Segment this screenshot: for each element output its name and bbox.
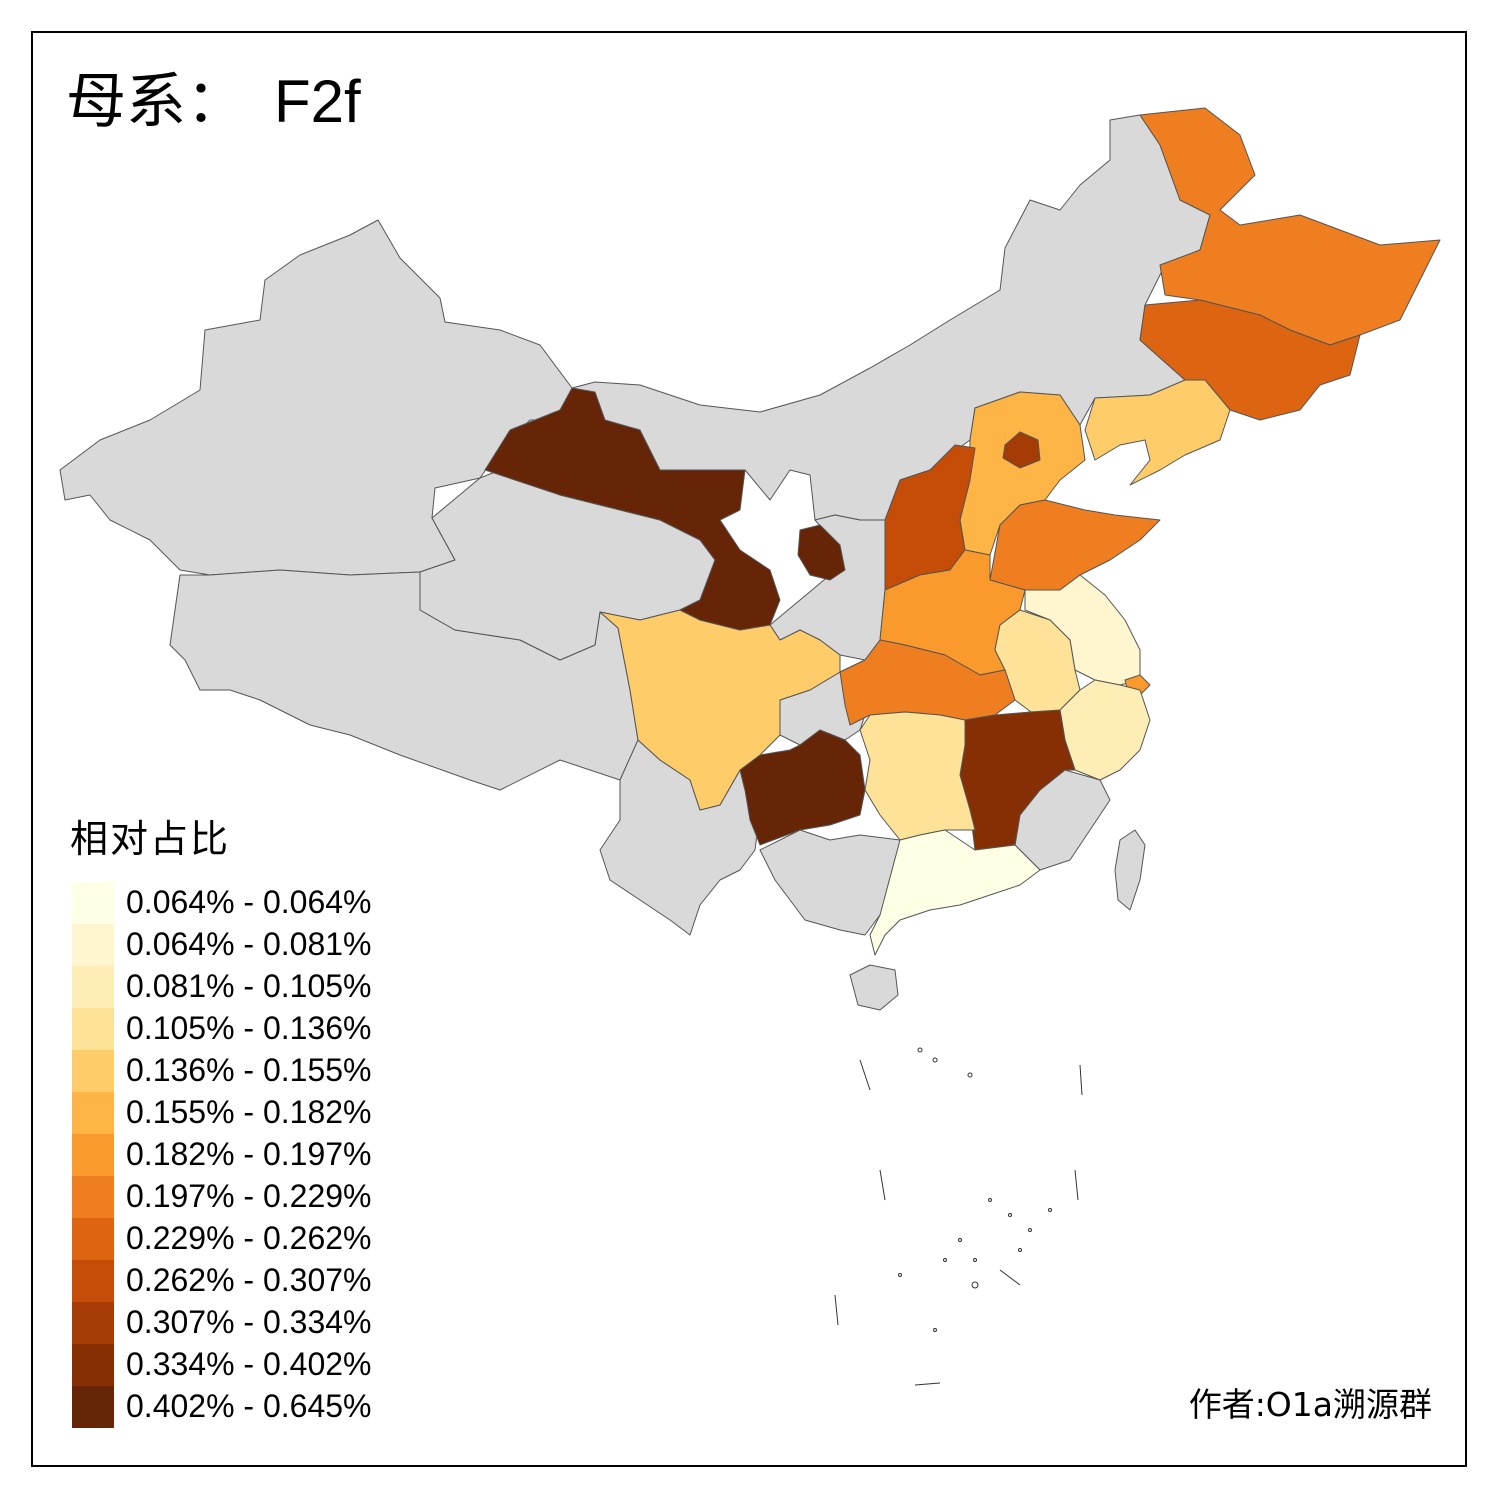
legend-swatch (72, 882, 114, 924)
map-frame (31, 31, 1467, 1467)
region-taiwan (1114, 829, 1146, 911)
legend-label: 0.402% - 0.645% (126, 1388, 372, 1424)
legend-swatch (72, 1092, 114, 1134)
region-heilongjiang (1139, 107, 1441, 346)
title-prefix: 母系： (66, 67, 246, 137)
legend-swatch (72, 1218, 114, 1260)
legend-item: 0.136% - 0.155% (72, 1050, 412, 1092)
legend-swatch (72, 966, 114, 1008)
legend-swatch (72, 1050, 114, 1092)
legend-label: 0.262% - 0.307% (126, 1262, 372, 1298)
legend-item: 0.105% - 0.136% (72, 1008, 412, 1050)
legend-label: 0.155% - 0.182% (126, 1094, 372, 1130)
legend-item: 0.402% - 0.645% (72, 1386, 412, 1428)
south-sea-islands (834, 1047, 1083, 1386)
region-shandong (989, 499, 1161, 591)
region-ningxia (797, 524, 846, 581)
legend-item: 0.081% - 0.105% (72, 966, 412, 1008)
legend-label: 0.197% - 0.229% (126, 1178, 372, 1214)
author-credit: 作者:O1a溯源群 (1188, 1385, 1432, 1424)
legend-item: 0.155% - 0.182% (72, 1092, 412, 1134)
legend-swatch (72, 1260, 114, 1302)
legend-label: 0.136% - 0.155% (126, 1052, 372, 1088)
legend-label: 0.081% - 0.105% (126, 968, 372, 1004)
region-hainan (849, 964, 899, 1011)
legend-item: 0.182% - 0.197% (72, 1134, 412, 1176)
region-liaoning (1084, 379, 1231, 486)
legend-item: 0.307% - 0.334% (72, 1302, 412, 1344)
legend-label: 0.334% - 0.402% (126, 1346, 372, 1382)
legend-item: 0.229% - 0.262% (72, 1218, 412, 1260)
legend-swatch (72, 1386, 114, 1428)
legend-label: 0.064% - 0.081% (126, 926, 372, 962)
legend-label: 0.182% - 0.197% (126, 1136, 372, 1172)
region-gansu (484, 387, 781, 631)
legend: 0.064% - 0.064% 0.064% - 0.081% 0.081% -… (72, 882, 412, 1428)
legend-title: 相对占比 (70, 817, 231, 861)
legend-swatch (72, 1008, 114, 1050)
title-haplogroup: F2f (274, 68, 361, 135)
legend-swatch (72, 1176, 114, 1218)
legend-swatch (72, 1344, 114, 1386)
legend-item: 0.064% - 0.064% (72, 882, 412, 924)
region-guangdong (869, 829, 1041, 956)
region-inner-mongolia (571, 114, 1211, 521)
legend-item: 0.334% - 0.402% (72, 1344, 412, 1386)
region-hunan (859, 711, 976, 841)
legend-item: 0.262% - 0.307% (72, 1260, 412, 1302)
legend-swatch (72, 1302, 114, 1344)
legend-label: 0.105% - 0.136% (126, 1010, 372, 1046)
legend-item: 0.197% - 0.229% (72, 1176, 412, 1218)
legend-item: 0.064% - 0.081% (72, 924, 412, 966)
region-beijing (1002, 431, 1041, 469)
legend-label: 0.307% - 0.334% (126, 1304, 372, 1340)
map-title: 母系： F2f (66, 72, 361, 133)
legend-label: 0.229% - 0.262% (126, 1220, 372, 1256)
legend-swatch (72, 1134, 114, 1176)
region-guizhou (739, 729, 866, 846)
legend-label: 0.064% - 0.064% (126, 884, 372, 920)
legend-swatch (72, 924, 114, 966)
